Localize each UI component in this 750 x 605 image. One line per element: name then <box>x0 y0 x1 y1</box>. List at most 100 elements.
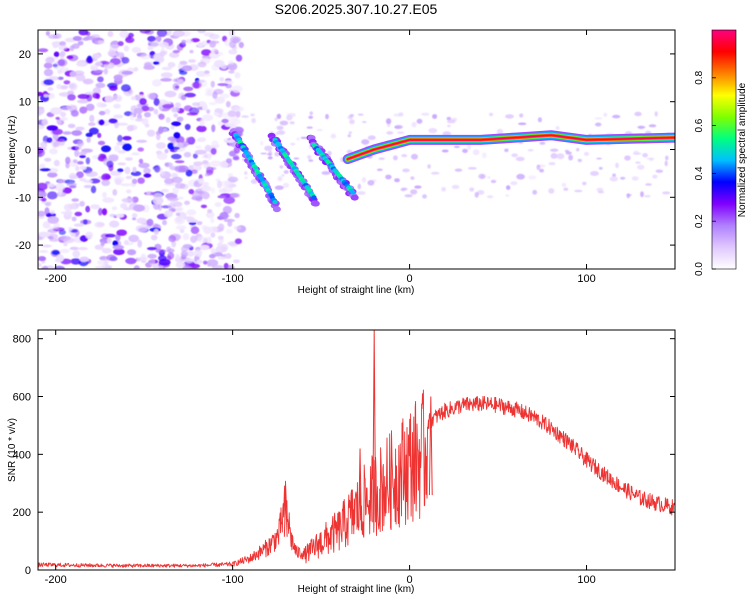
heatmap-noise-blob <box>217 256 227 260</box>
heatmap-noise-blob <box>182 244 192 249</box>
heatmap-sparse-blob <box>561 182 567 188</box>
heatmap-noise-blob <box>207 209 213 213</box>
heatmap-sparse-blob <box>276 125 284 130</box>
heatmap-noise-blob <box>38 147 44 155</box>
heatmap-sparse-blob <box>276 113 282 119</box>
heatmap-noise-blob <box>106 160 114 168</box>
heatmap-noise-blob <box>227 264 235 269</box>
heatmap-noise-blob <box>90 66 99 71</box>
heatmap-noise-blob <box>201 186 212 192</box>
snr-background <box>38 330 675 570</box>
y-tick-label: 0 <box>25 145 31 157</box>
heatmap-noise-blob <box>56 83 62 90</box>
heatmap-noise-blob <box>147 253 157 259</box>
heatmap-noise-blob <box>72 36 82 41</box>
heatmap-noise-blob <box>207 152 212 161</box>
heatmap-sparse-blob <box>296 137 300 141</box>
heatmap-noise-blob <box>175 212 181 216</box>
heatmap-noise-blob <box>174 160 185 164</box>
heatmap-noise-blob <box>111 206 118 211</box>
heatmap-ridge <box>342 130 675 165</box>
heatmap-noise-blob <box>42 221 51 229</box>
heatmap-sparse-blob <box>519 113 524 118</box>
heatmap-sparse-blob <box>385 174 392 180</box>
colorbar-label: Normalized spectral amplitude <box>737 82 748 217</box>
heatmap-noise-blob <box>209 40 217 48</box>
heatmap-noise-blob <box>121 57 130 64</box>
heatmap-noise-blob <box>177 142 184 148</box>
heatmap-noise-blob <box>171 153 182 160</box>
heatmap-noise-blob <box>144 112 151 118</box>
heatmap-noise-blob <box>113 176 125 183</box>
y-tick-label: 200 <box>13 507 31 519</box>
heatmap-sparse-blob <box>293 157 300 160</box>
heatmap-noise-blob <box>109 85 118 91</box>
heatmap-noise-blob <box>205 236 212 244</box>
heatmap-noise-blob <box>217 242 223 249</box>
heatmap-sparse-blob <box>487 176 491 179</box>
heatmap-noise-blob <box>70 246 79 250</box>
heatmap-noise-blob <box>90 204 100 210</box>
heatmap-noise-blob <box>181 39 187 45</box>
heatmap-noise-blob <box>112 189 118 196</box>
colorbar-tick-label: 0.2 <box>694 214 705 228</box>
heatmap-sparse-blob <box>283 170 289 174</box>
heatmap-noise-blob <box>38 48 49 53</box>
heatmap-noise-blob <box>48 76 59 81</box>
heatmap-streak-blob <box>311 200 320 207</box>
heatmap-noise-blob <box>219 77 225 82</box>
x-tick-label: -100 <box>222 574 244 586</box>
heatmap-noise-blob <box>90 185 97 194</box>
heatmap-streak-blob <box>350 194 359 201</box>
heatmap-sparse-blob <box>357 183 361 190</box>
heatmap-noise-blob <box>190 226 200 234</box>
heatmap-noise-blob <box>229 192 241 198</box>
colorbar-gradient <box>712 30 736 269</box>
heatmap-sparse-blob <box>654 111 658 117</box>
heatmap-noise-blob <box>76 61 88 67</box>
heatmap-noise-blob <box>64 210 73 216</box>
heatmap-noise-blob <box>116 229 127 236</box>
heatmap-noise-blob <box>70 258 82 265</box>
heatmap-sparse-blob <box>361 177 367 183</box>
heatmap-noise-blob <box>166 255 172 261</box>
heatmap-noise-blob <box>235 110 241 118</box>
heatmap-noise-blob <box>59 248 70 254</box>
heatmap-noise-blob <box>197 236 208 243</box>
heatmap-sparse-blob <box>644 194 651 198</box>
heatmap-noise-blob <box>75 73 86 82</box>
heatmap-noise-blob <box>147 129 156 137</box>
heatmap-noise-blob <box>51 41 62 47</box>
heatmap-sparse-blob <box>568 154 573 161</box>
heatmap-noise-blob <box>66 55 74 60</box>
heatmap-sparse-blob <box>583 151 590 156</box>
heatmap-noise-blob <box>58 45 68 51</box>
heatmap-noise-blob <box>158 41 169 48</box>
heatmap-sparse-blob <box>556 153 565 160</box>
heatmap-noise-blob <box>75 145 82 150</box>
y-tick-label: -20 <box>15 240 31 252</box>
heatmap-sparse-blob <box>362 121 367 123</box>
heatmap-sparse-blob <box>422 194 427 199</box>
heatmap-noise-blob <box>200 204 207 209</box>
heatmap-noise-blob <box>129 112 135 121</box>
heatmap-noise-blob <box>107 31 114 37</box>
heatmap-noise-blob <box>149 258 156 266</box>
heatmap-noise-blob <box>131 152 140 156</box>
heatmap-sparse-blob <box>505 114 514 119</box>
heatmap-noise-blob <box>174 182 186 189</box>
heatmap-noise-blob <box>149 39 159 48</box>
heatmap-noise-blob <box>114 144 121 152</box>
heatmap-noise-blob <box>198 137 207 142</box>
heatmap-noise-blob <box>175 261 186 269</box>
heatmap-xlabel: Height of straight line (km) <box>298 285 415 296</box>
heatmap-noise-blob <box>101 175 106 181</box>
heatmap-noise-blob <box>86 137 91 143</box>
heatmap-noise-blob <box>156 30 168 37</box>
heatmap-noise-blob <box>101 247 112 254</box>
heatmap-noise-blob <box>65 156 71 165</box>
heatmap-noise-blob <box>210 217 215 224</box>
heatmap-noise-blob <box>191 102 201 107</box>
heatmap-noise-blob <box>224 180 232 187</box>
